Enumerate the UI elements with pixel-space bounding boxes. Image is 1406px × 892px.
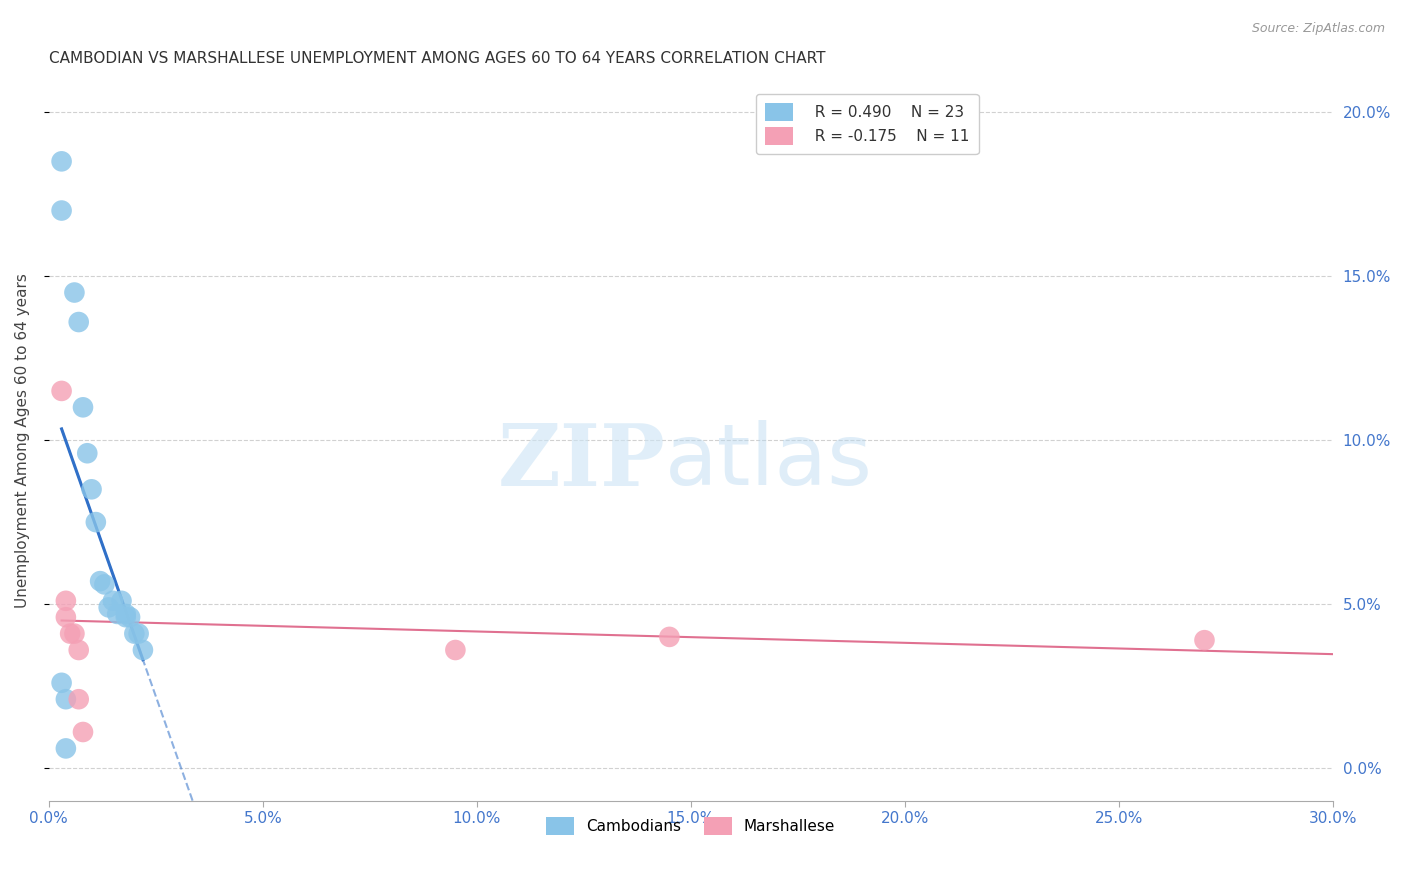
- Point: [120, 610, 142, 624]
- Point: [51, 154, 73, 169]
- Point: [128, 626, 150, 640]
- Point: [97, 600, 120, 615]
- Point: [84, 515, 107, 529]
- Point: [114, 607, 136, 621]
- Point: [67, 643, 90, 657]
- Point: [63, 626, 86, 640]
- Point: [444, 643, 467, 657]
- Text: CAMBODIAN VS MARSHALLESE UNEMPLOYMENT AMONG AGES 60 TO 64 YEARS CORRELATION CHAR: CAMBODIAN VS MARSHALLESE UNEMPLOYMENT AM…: [49, 51, 825, 66]
- Point: [55, 610, 77, 624]
- Point: [105, 607, 128, 621]
- Point: [124, 626, 146, 640]
- Point: [51, 384, 73, 398]
- Point: [55, 594, 77, 608]
- Point: [55, 741, 77, 756]
- Point: [80, 483, 103, 497]
- Text: ZIP: ZIP: [498, 420, 665, 504]
- Point: [67, 692, 90, 706]
- Text: atlas: atlas: [665, 420, 873, 503]
- Point: [72, 725, 94, 739]
- Point: [63, 285, 86, 300]
- Point: [132, 643, 155, 657]
- Point: [51, 675, 73, 690]
- Point: [51, 203, 73, 218]
- Point: [76, 446, 98, 460]
- Text: Source: ZipAtlas.com: Source: ZipAtlas.com: [1251, 22, 1385, 36]
- Point: [110, 594, 132, 608]
- Point: [101, 594, 124, 608]
- Point: [1194, 633, 1216, 648]
- Y-axis label: Unemployment Among Ages 60 to 64 years: Unemployment Among Ages 60 to 64 years: [15, 273, 30, 607]
- Point: [658, 630, 681, 644]
- Point: [93, 577, 115, 591]
- Legend: Cambodians, Marshallese: Cambodians, Marshallese: [537, 808, 845, 844]
- Point: [114, 610, 136, 624]
- Point: [72, 401, 94, 415]
- Point: [59, 626, 82, 640]
- Point: [55, 692, 77, 706]
- Point: [67, 315, 90, 329]
- Point: [89, 574, 111, 589]
